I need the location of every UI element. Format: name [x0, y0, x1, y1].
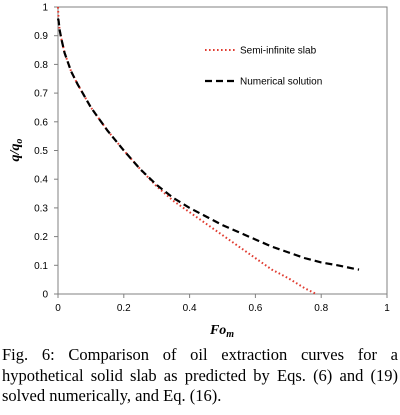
series-layer	[56, 6, 360, 295]
x-tick-label: 0.4	[183, 303, 197, 314]
y-tick-label: 0.1	[34, 261, 48, 272]
plot-area	[57, 6, 388, 295]
x-tick-label: 0.8	[314, 303, 328, 314]
y-tick-label: 0	[42, 290, 48, 301]
y-axis-title: q/qo	[8, 139, 25, 162]
y-tick-label: 0.9	[34, 31, 48, 42]
x-axis-ticks: 0 0.2 0.4 0.6 0.8 1	[55, 294, 390, 314]
y-tick-label: 0.4	[34, 175, 48, 186]
y-tick-label: 0.5	[34, 146, 48, 157]
y-axis-ticks: 0 0.1 0.2 0.3 0.4 0.5 0.6 0.7 0.8 0.9 1	[34, 3, 58, 301]
y-tick-label: 1	[42, 3, 48, 14]
legend-label-2: Numerical solution	[240, 77, 322, 88]
x-tick-label: 0	[55, 303, 61, 314]
y-tick-label: 0.6	[34, 117, 48, 128]
y-tick-label: 0.2	[34, 232, 48, 243]
y-tick-label: 0.8	[34, 60, 48, 71]
chart: 0 0.2 0.4 0.6 0.8 1 0 0.1 0.2 0.3 0.4 0.5 0.6 0.7 0.8…	[8, 3, 390, 341]
x-axis-title: Fom	[209, 323, 234, 340]
x-tick-label: 0.2	[117, 303, 131, 314]
y-tick-label: 0.3	[34, 203, 48, 214]
y-tick-label: 0.7	[34, 89, 48, 100]
x-tick-label: 0.6	[248, 303, 262, 314]
figure-caption: Fig. 6: Comparison of oil extraction cur…	[2, 345, 398, 405]
legend: Semi-infinite slab Numerical solution	[205, 46, 322, 88]
series-line-2	[56, 18, 360, 271]
x-tick-label: 1	[384, 303, 390, 314]
legend-label-1: Semi-infinite slab	[240, 46, 317, 57]
